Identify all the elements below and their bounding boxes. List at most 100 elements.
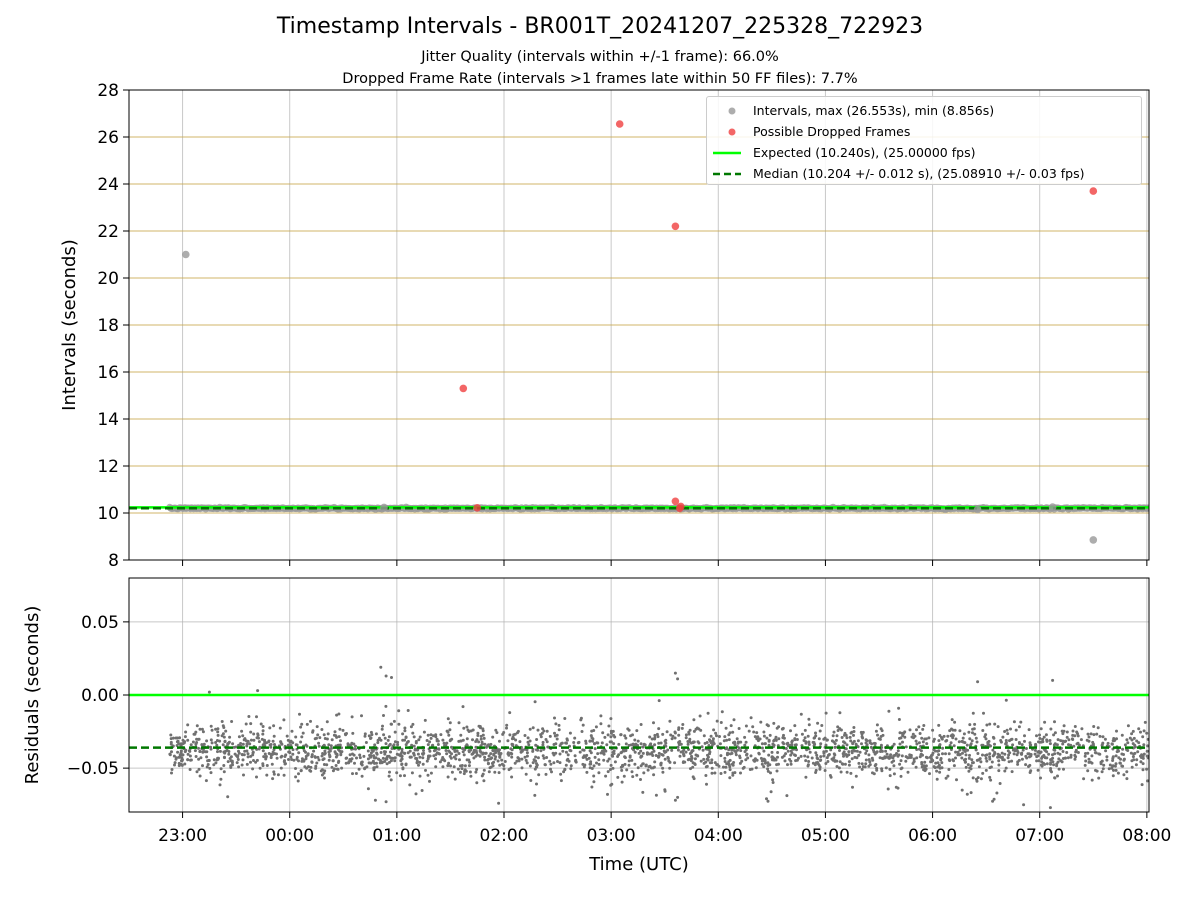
residual-point — [1009, 727, 1012, 731]
residual-point — [408, 783, 412, 787]
residual-point — [312, 749, 316, 753]
residual-point — [962, 732, 966, 736]
residual-point — [639, 742, 643, 746]
residual-point — [249, 722, 253, 726]
residual-point — [676, 745, 680, 749]
residual-point — [519, 750, 523, 754]
residual-point — [384, 742, 388, 746]
residual-point — [509, 747, 513, 751]
residual-point — [968, 737, 972, 741]
residual-point — [1048, 739, 1052, 742]
residual-point — [650, 737, 654, 741]
residual-point — [1042, 735, 1046, 739]
residual-point — [816, 757, 820, 761]
residual-point — [636, 739, 640, 743]
residual-point — [782, 736, 786, 740]
residual-point — [245, 749, 249, 753]
residual-point — [1004, 766, 1008, 770]
residual-point — [1001, 735, 1005, 739]
residual-point — [1141, 762, 1145, 766]
residual-point — [1034, 742, 1038, 746]
residual-point — [388, 770, 391, 774]
residual-point — [365, 765, 369, 769]
dropped-frame-rate-subtitle: Dropped Frame Rate (intervals >1 frames … — [342, 71, 858, 87]
residual-point — [972, 727, 976, 731]
residual-point — [1136, 750, 1140, 754]
residual-point — [606, 733, 610, 737]
residuals-ytick-label: −0.05 — [67, 759, 119, 779]
residual-point — [286, 738, 290, 742]
residual-point — [461, 747, 464, 750]
residual-point — [719, 772, 723, 775]
residual-point — [609, 717, 613, 721]
residual-point — [1053, 742, 1057, 746]
residual-point — [245, 762, 249, 766]
residual-point — [814, 751, 818, 755]
residual-point — [1010, 770, 1014, 774]
residual-point — [767, 753, 771, 757]
legend-item-median: Median (10.204 +/- 0.012 s), (25.08910 +… — [707, 164, 1141, 184]
residual-point — [793, 743, 797, 747]
residual-point — [1092, 733, 1096, 737]
residual-point — [465, 737, 469, 741]
residual-point — [870, 742, 874, 746]
residual-point — [226, 742, 230, 746]
residual-point — [704, 765, 708, 769]
residual-point — [272, 734, 276, 738]
residual-point — [461, 705, 465, 709]
residual-point — [349, 743, 353, 747]
residual-point — [848, 735, 852, 739]
residual-point — [818, 767, 822, 771]
residual-point — [914, 739, 918, 743]
residual-point — [1062, 767, 1065, 771]
residual-point — [1004, 698, 1008, 702]
residual-point — [843, 741, 847, 745]
residual-point — [536, 748, 540, 752]
residual-point — [362, 754, 366, 758]
residual-point — [850, 751, 854, 755]
residual-point — [720, 710, 724, 714]
residual-point — [449, 756, 453, 760]
residual-point — [661, 770, 665, 774]
residual-point — [198, 774, 202, 778]
residual-point — [1011, 748, 1015, 752]
residual-point — [641, 790, 645, 794]
residual-point — [822, 754, 826, 758]
residual-point — [1064, 739, 1068, 743]
residual-point — [1130, 759, 1134, 763]
residual-point — [222, 755, 226, 759]
residual-point — [428, 779, 431, 783]
residual-point — [283, 759, 286, 763]
residual-point — [1028, 743, 1032, 747]
residual-point — [382, 750, 386, 754]
residual-point — [1126, 741, 1130, 745]
residual-point — [1125, 738, 1129, 742]
residual-point — [531, 761, 535, 765]
residual-point — [935, 769, 939, 773]
residual-point — [204, 779, 208, 783]
residual-point — [1120, 764, 1124, 768]
residual-point — [237, 765, 241, 769]
residual-point — [976, 752, 980, 755]
residual-point — [1102, 763, 1106, 767]
residual-point — [1053, 731, 1057, 735]
residual-point — [1115, 729, 1118, 733]
residual-point — [949, 741, 953, 745]
residual-point — [222, 770, 226, 774]
residual-point — [679, 742, 683, 746]
residual-point — [269, 752, 273, 756]
residual-point — [954, 737, 958, 741]
residual-point — [744, 758, 748, 762]
residual-point — [752, 730, 756, 734]
residual-point — [1060, 760, 1064, 764]
residual-point — [302, 749, 306, 753]
residual-point — [733, 771, 737, 775]
residual-point — [194, 755, 198, 758]
residual-point — [807, 743, 811, 746]
residual-point — [1089, 732, 1093, 736]
residual-point — [726, 751, 729, 755]
residual-point — [230, 759, 234, 763]
residual-point — [932, 765, 936, 769]
residual-point — [621, 764, 625, 768]
residual-point — [1047, 752, 1051, 756]
